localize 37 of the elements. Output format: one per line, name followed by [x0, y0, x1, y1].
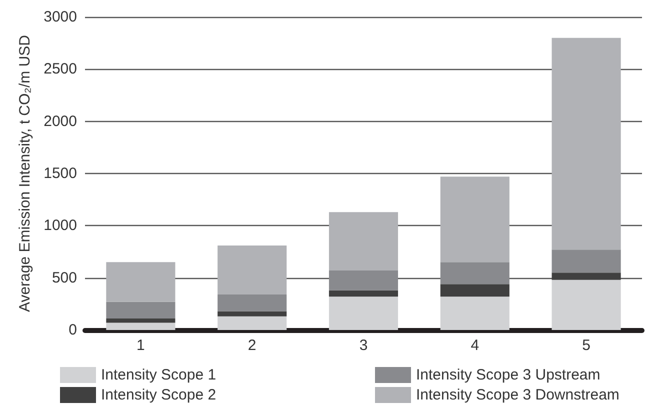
bar — [218, 294, 287, 312]
y-axis-title: Average Emission Intensity, t CO₂/m USD — [16, 34, 34, 312]
x-tick-label: 1 — [136, 337, 145, 354]
bar — [328, 270, 398, 290]
bar — [106, 262, 176, 302]
bar — [552, 280, 621, 330]
x-tick-label: 2 — [248, 337, 256, 354]
bar — [106, 318, 176, 323]
bar — [440, 262, 510, 284]
bar — [440, 284, 510, 297]
bar — [218, 245, 287, 295]
bar — [552, 272, 621, 280]
y-tick-label: 3000 — [44, 8, 77, 26]
y-tick-label: 1000 — [44, 217, 77, 234]
legend-label: Intensity Scope 1 — [101, 366, 216, 384]
x-tick-label: 3 — [359, 337, 368, 354]
bar — [328, 290, 398, 297]
bar — [328, 212, 398, 271]
bar — [552, 38, 621, 250]
bar — [218, 316, 287, 330]
legend-label: Intensity Scope 2 — [101, 386, 216, 404]
bar — [552, 250, 621, 273]
y-tick-label: 1500 — [44, 165, 77, 182]
bar — [106, 322, 176, 330]
bar — [440, 176, 510, 262]
bar — [328, 296, 398, 330]
y-tick-label: 500 — [52, 269, 77, 286]
x-tick-label: 5 — [582, 337, 590, 354]
x-tick-label: 4 — [470, 337, 480, 354]
bar — [440, 296, 510, 330]
bar — [106, 302, 176, 319]
y-tick-label: 2000 — [44, 112, 77, 130]
legend-label: Intensity Scope 3 Downstream — [416, 386, 620, 404]
y-tick-label: 2500 — [44, 60, 77, 78]
bar — [218, 311, 287, 316]
legend-label: Intensity Scope 3 Upstream — [416, 366, 600, 384]
y-tick-label: 0 — [68, 322, 77, 338]
